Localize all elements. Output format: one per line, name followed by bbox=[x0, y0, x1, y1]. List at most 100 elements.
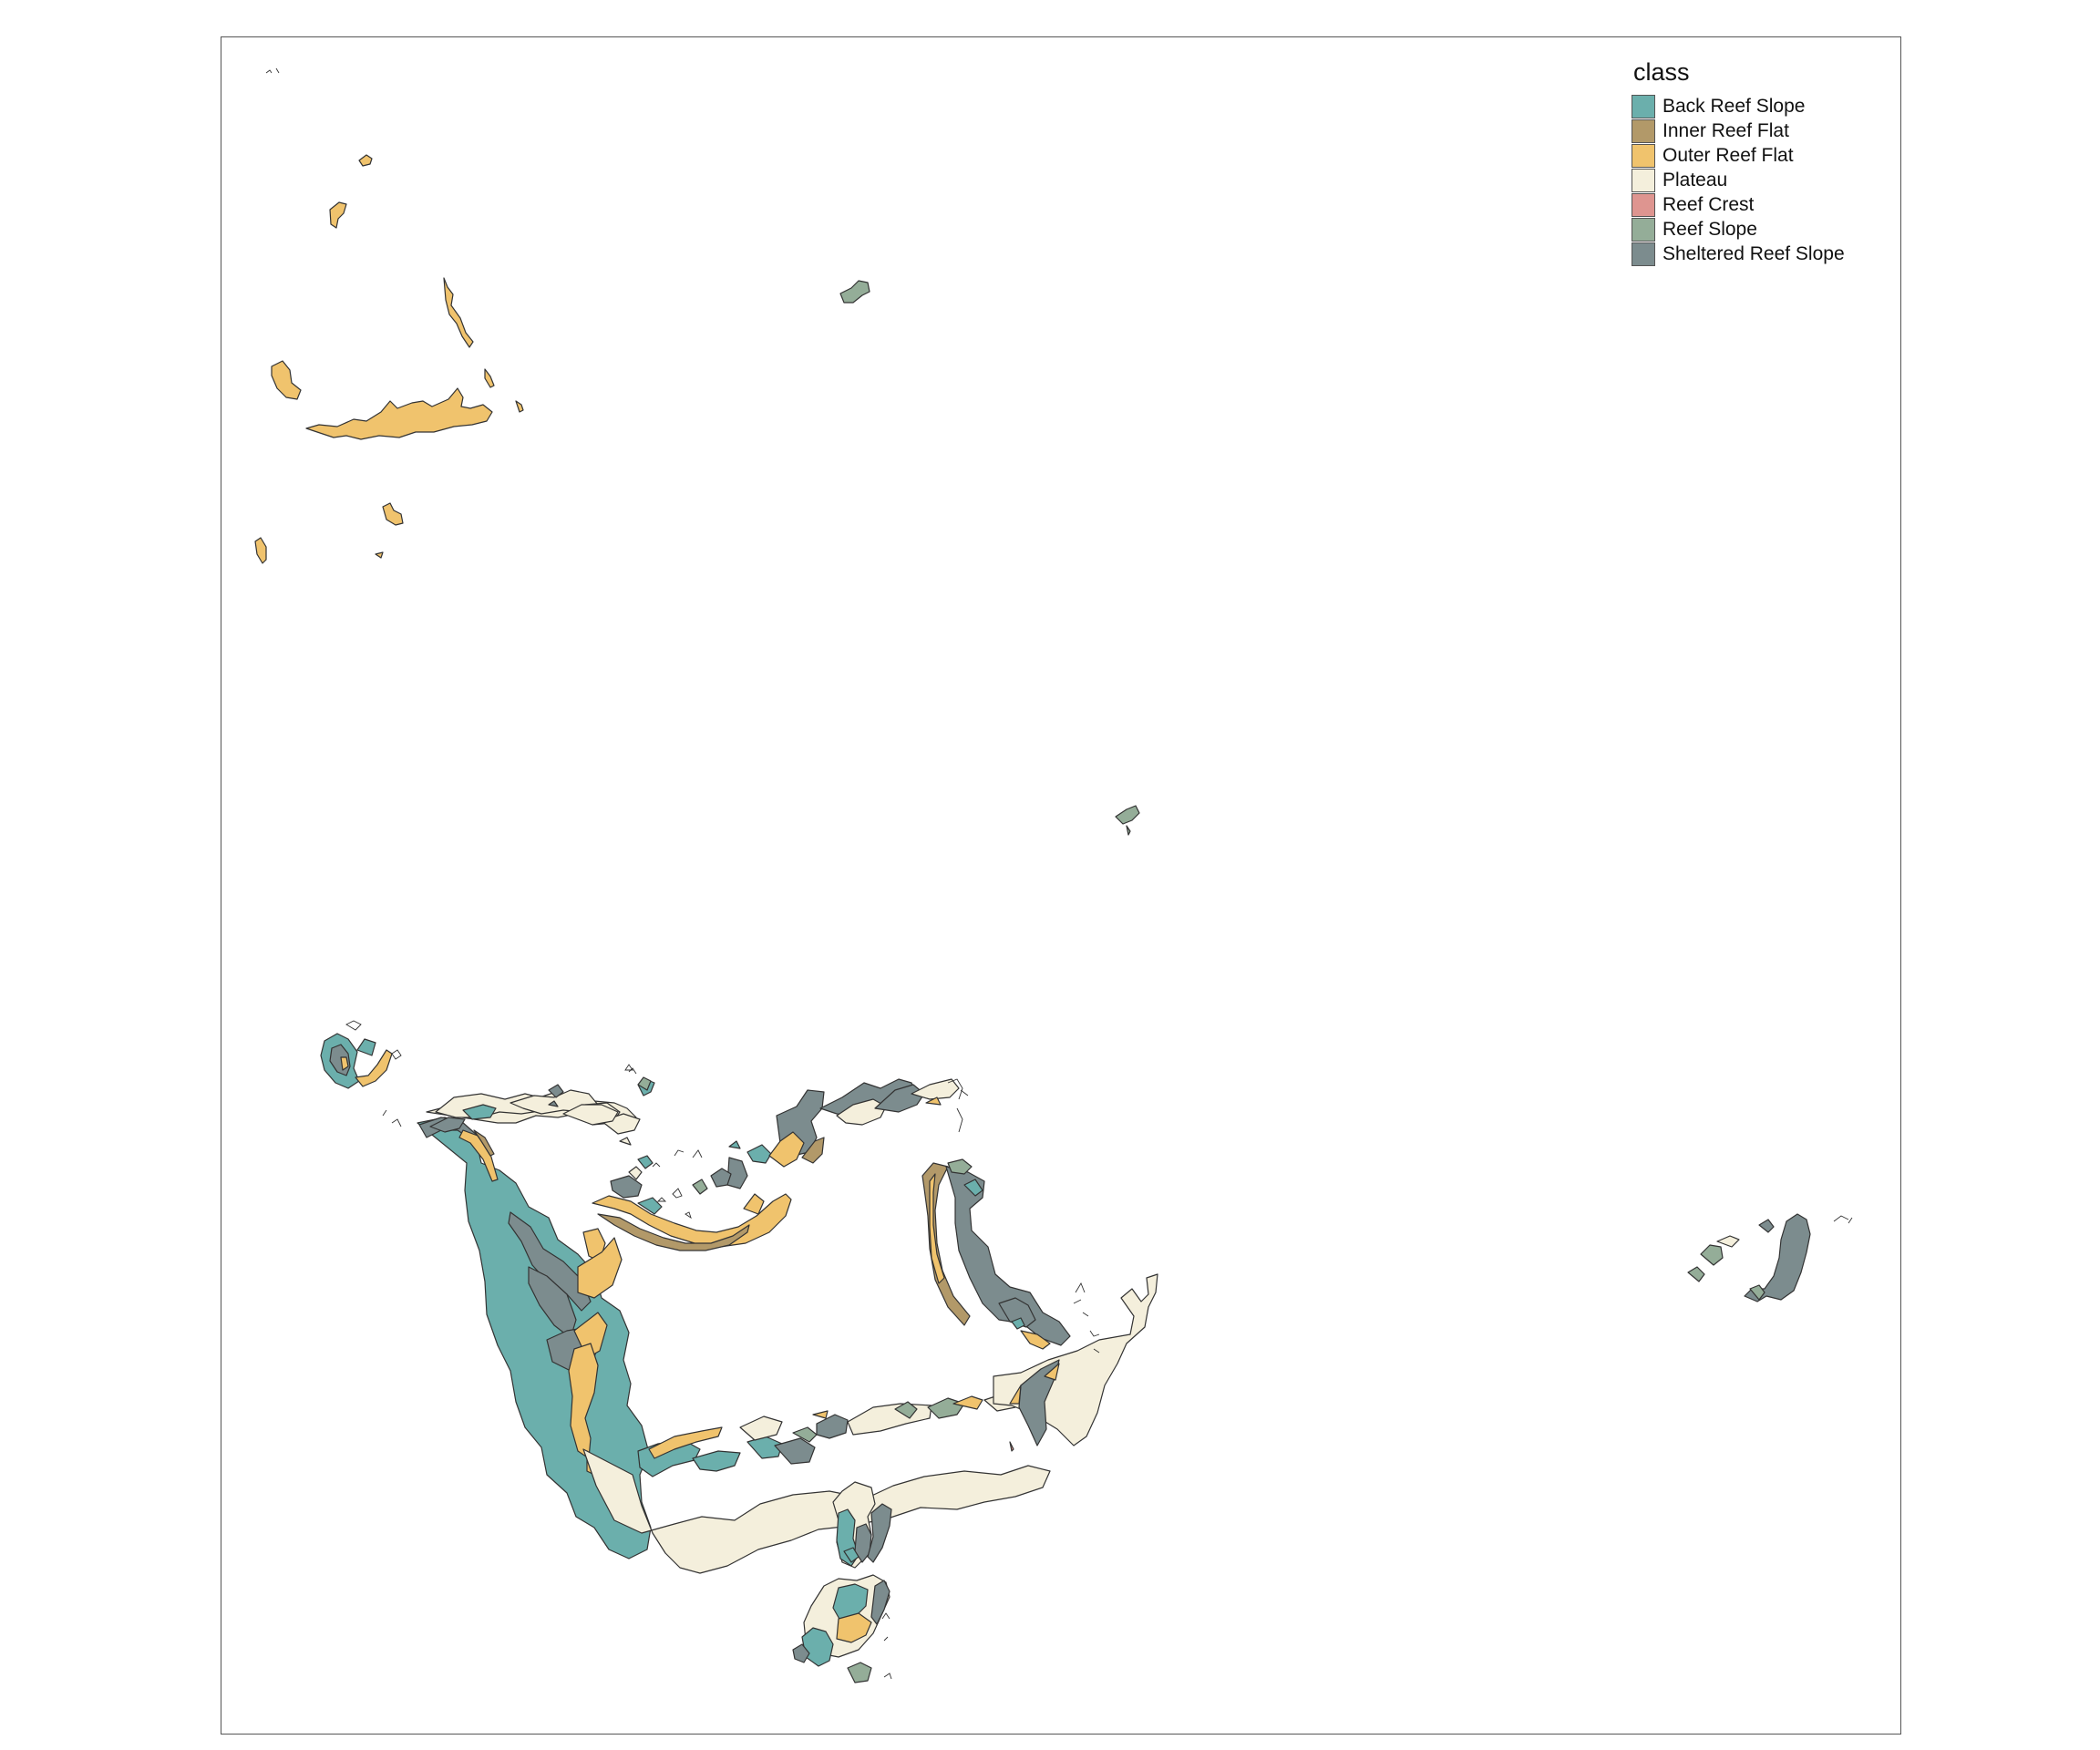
map-panel[interactable] bbox=[221, 36, 1901, 1735]
legend-label: Plateau bbox=[1662, 169, 1728, 190]
reef-polygon bbox=[998, 1297, 1036, 1328]
reef-polygon bbox=[925, 1096, 942, 1106]
legend-label: Reef Crest bbox=[1662, 193, 1755, 215]
reef-polygon bbox=[1009, 1385, 1022, 1405]
reef-polygon bbox=[548, 1100, 559, 1107]
legend-swatch bbox=[1632, 217, 1655, 242]
reef-polygon bbox=[801, 1137, 825, 1164]
reef-polygon bbox=[1011, 1317, 1025, 1330]
reef-polygon bbox=[801, 1627, 834, 1667]
reef-polygon bbox=[484, 368, 495, 388]
reef-polygon bbox=[1115, 805, 1140, 825]
reef-polygon bbox=[792, 1643, 810, 1663]
legend-item-reef-slope: Reef Slope bbox=[1632, 217, 1896, 242]
reef-polygon bbox=[836, 1612, 872, 1643]
reef-polygon bbox=[637, 1155, 654, 1169]
reef-polygon bbox=[816, 1414, 849, 1439]
reef-polygon bbox=[637, 1197, 663, 1215]
reef-polygon bbox=[1009, 1441, 1014, 1452]
reef-polygon bbox=[1687, 1266, 1705, 1282]
reef-polygon bbox=[473, 1129, 495, 1157]
reef-polygon bbox=[746, 1144, 772, 1164]
reef-polygon bbox=[597, 1213, 750, 1251]
reef-polygon bbox=[1716, 1235, 1740, 1248]
reef-polygon bbox=[894, 1401, 918, 1419]
reef-polygon bbox=[1020, 1330, 1051, 1350]
reef-polygon bbox=[305, 387, 493, 440]
reef-polygon bbox=[375, 551, 384, 559]
reef-polygon bbox=[739, 1415, 783, 1441]
reef-polygon bbox=[1744, 1213, 1811, 1302]
legend-item-outer-reef-flat: Outer Reef Flat bbox=[1632, 143, 1896, 168]
legend-swatch bbox=[1632, 168, 1655, 192]
reef-polygon bbox=[568, 1343, 599, 1459]
reef-polygon bbox=[628, 1166, 643, 1180]
reef-polygon bbox=[1833, 1215, 1853, 1224]
legend-swatch bbox=[1632, 192, 1655, 217]
map-legend: class Back Reef Slope Inner Reef Flat Ou… bbox=[1632, 58, 1896, 266]
reef-polygon bbox=[637, 1076, 652, 1091]
reef-polygon bbox=[947, 1078, 969, 1133]
reef-polygon bbox=[832, 1583, 869, 1621]
legend-item-plateau: Plateau bbox=[1632, 168, 1896, 192]
reef-polygon bbox=[947, 1158, 973, 1175]
legend-label: Sheltered Reef Slope bbox=[1662, 242, 1845, 264]
reef-polygon bbox=[356, 1038, 376, 1056]
reef-polygon bbox=[768, 1131, 805, 1168]
reef-polygon bbox=[812, 1410, 829, 1419]
legend-item-reef-crest: Reef Crest bbox=[1632, 192, 1896, 217]
reef-polygon bbox=[847, 1403, 932, 1436]
reef-polygon bbox=[870, 1580, 890, 1625]
reef-polygon bbox=[929, 1173, 945, 1284]
reef-polygon bbox=[911, 1078, 960, 1100]
reef-polygon bbox=[774, 1437, 816, 1465]
reef-polygon bbox=[1089, 1330, 1100, 1354]
northwest-reef-group bbox=[254, 67, 524, 564]
legend-swatch bbox=[1632, 143, 1655, 168]
reef-polygon bbox=[881, 1612, 892, 1680]
reef-polygon bbox=[624, 1064, 633, 1071]
legend-label: Back Reef Slope bbox=[1662, 95, 1806, 117]
reef-polygon bbox=[1044, 1363, 1060, 1381]
legend-title: class bbox=[1633, 58, 1690, 86]
legend-swatch bbox=[1632, 242, 1655, 266]
reef-polygon bbox=[692, 1179, 708, 1195]
legend-label: Outer Reef Flat bbox=[1662, 144, 1794, 166]
reef-polygon bbox=[652, 1149, 703, 1168]
reef-polygon bbox=[340, 1056, 349, 1071]
reef-polygon bbox=[1700, 1244, 1724, 1266]
legend-item-sheltered-reef-slope: Sheltered Reef Slope bbox=[1632, 242, 1896, 266]
reef-polygon bbox=[443, 277, 474, 348]
reef-polygon bbox=[508, 1211, 592, 1312]
reef-polygon bbox=[743, 1193, 765, 1215]
legend-item-inner-reef-flat: Inner Reef Flat bbox=[1632, 118, 1896, 143]
reef-polygon bbox=[271, 360, 302, 400]
reef-polygon bbox=[692, 1450, 741, 1472]
reef-polygon bbox=[382, 502, 404, 526]
reef-polygon bbox=[839, 280, 870, 304]
reef-polygon bbox=[836, 1098, 887, 1126]
reef-polygon bbox=[619, 1137, 632, 1146]
reef-polygon bbox=[1018, 1359, 1060, 1446]
legend-swatch bbox=[1632, 118, 1655, 143]
legend-label: Inner Reef Flat bbox=[1662, 119, 1789, 141]
reef-polygon bbox=[656, 1188, 692, 1220]
reef-polygon bbox=[1749, 1284, 1765, 1301]
legend-swatch bbox=[1632, 94, 1655, 118]
reef-polygon bbox=[355, 1049, 393, 1087]
reef-polygon bbox=[577, 1237, 623, 1299]
reef-polygon bbox=[382, 1067, 637, 1127]
reef-polygon bbox=[710, 1168, 732, 1188]
reef-polygon bbox=[254, 537, 267, 564]
reef-polygon bbox=[1126, 825, 1131, 836]
reef-polygon bbox=[345, 1020, 402, 1060]
reef-polygon bbox=[429, 1117, 466, 1133]
reef-polygon bbox=[582, 1448, 1051, 1574]
reef-polygon bbox=[1758, 1219, 1775, 1233]
reef-polygon bbox=[515, 400, 524, 413]
reef-polygon bbox=[867, 1503, 892, 1563]
legend-label: Reef Slope bbox=[1662, 218, 1757, 240]
reef-polygon bbox=[462, 1104, 497, 1120]
reef-polygon bbox=[843, 1547, 860, 1563]
